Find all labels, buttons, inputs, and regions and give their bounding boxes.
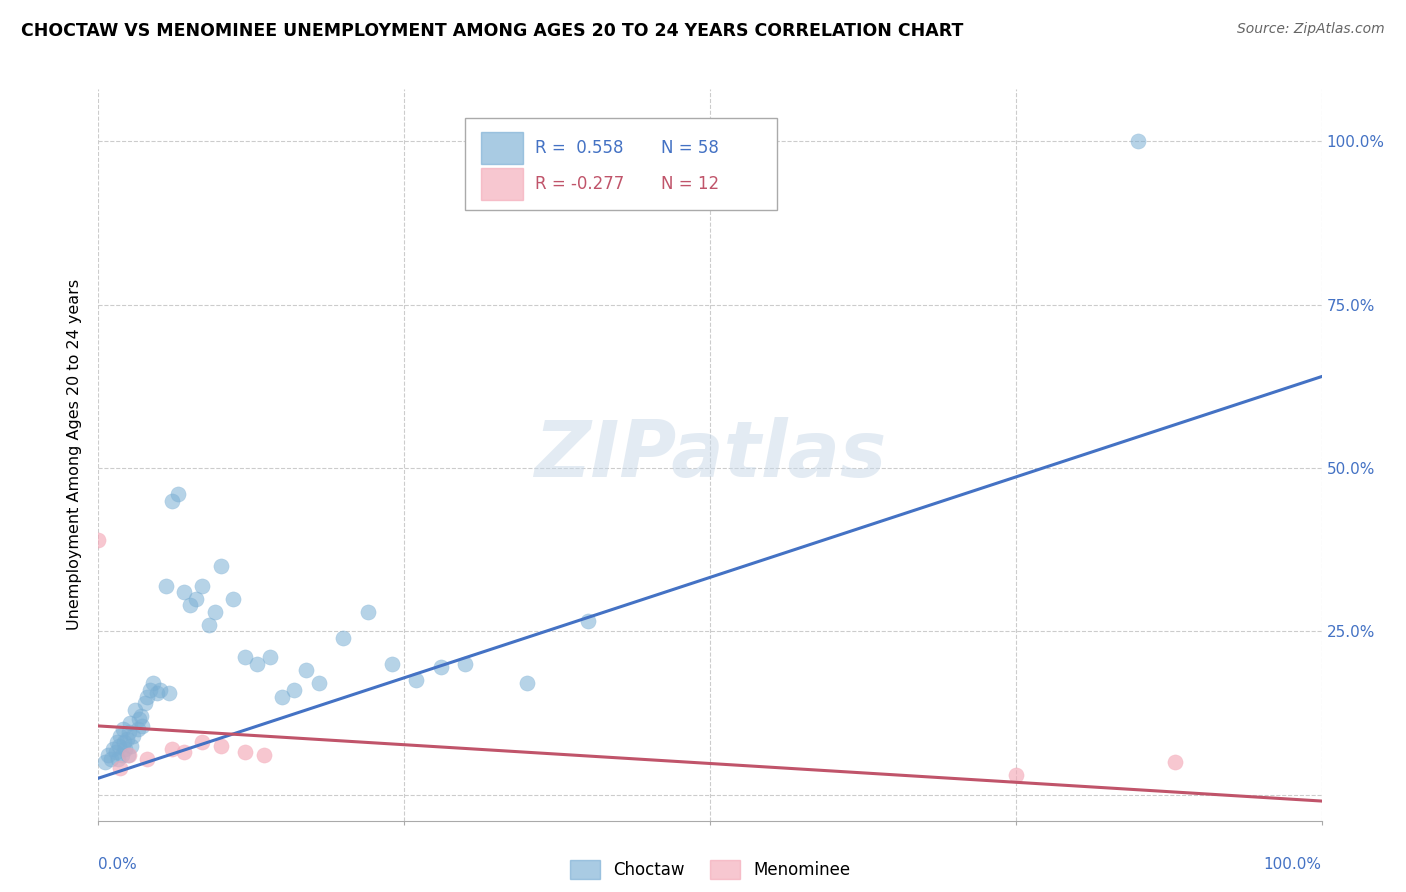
Legend: Choctaw, Menominee: Choctaw, Menominee	[564, 853, 856, 886]
Point	[129, 709, 152, 723]
Point	[93, 755, 115, 769]
Point	[117, 748, 139, 763]
Text: CHOCTAW VS MENOMINEE UNEMPLOYMENT AMONG AGES 20 TO 24 YEARS CORRELATION CHART: CHOCTAW VS MENOMINEE UNEMPLOYMENT AMONG …	[21, 22, 963, 40]
Point	[233, 650, 256, 665]
Point	[454, 657, 477, 671]
Point	[146, 686, 169, 700]
Point	[108, 739, 131, 753]
Point	[1004, 768, 1026, 782]
Point	[209, 558, 232, 573]
Point	[118, 725, 141, 739]
Text: N = 58: N = 58	[661, 139, 718, 157]
Point	[131, 719, 153, 733]
Point	[246, 657, 269, 671]
Point	[295, 664, 318, 678]
Point	[515, 676, 537, 690]
Point	[576, 615, 599, 629]
FancyBboxPatch shape	[481, 169, 523, 201]
Point	[136, 751, 159, 765]
Point	[191, 735, 214, 749]
Point	[167, 487, 190, 501]
Point	[430, 660, 453, 674]
Point	[111, 748, 134, 763]
Point	[155, 578, 177, 592]
FancyBboxPatch shape	[465, 119, 778, 210]
Point	[134, 696, 156, 710]
Point	[259, 650, 281, 665]
Point	[356, 605, 378, 619]
Point	[118, 748, 141, 763]
Point	[97, 748, 120, 763]
Point	[111, 723, 134, 737]
Point	[114, 741, 136, 756]
Point	[173, 745, 195, 759]
Text: 0.0%: 0.0%	[98, 856, 138, 871]
Point	[186, 591, 208, 606]
Point	[381, 657, 404, 671]
Point	[142, 676, 165, 690]
Point	[270, 690, 294, 704]
Text: ZIPatlas: ZIPatlas	[534, 417, 886, 493]
Point	[128, 713, 150, 727]
Point	[120, 739, 142, 753]
Text: Source: ZipAtlas.com: Source: ZipAtlas.com	[1237, 22, 1385, 37]
FancyBboxPatch shape	[481, 132, 523, 164]
Point	[233, 745, 256, 759]
Point	[112, 735, 135, 749]
Point	[405, 673, 427, 688]
Point	[115, 731, 138, 746]
Point	[191, 578, 214, 592]
Point	[204, 605, 226, 619]
Point	[127, 723, 149, 737]
Point	[252, 748, 274, 763]
Point	[100, 751, 122, 765]
Point	[308, 676, 330, 690]
Point	[136, 690, 159, 704]
Point	[157, 686, 180, 700]
Point	[179, 598, 201, 612]
Point	[139, 683, 162, 698]
Point	[110, 729, 132, 743]
Point	[283, 683, 305, 698]
Point	[121, 729, 143, 743]
Point	[149, 683, 172, 698]
Point	[222, 591, 245, 606]
Point	[110, 761, 132, 775]
Point	[124, 703, 146, 717]
Point	[120, 715, 142, 730]
Point	[104, 745, 127, 759]
Y-axis label: Unemployment Among Ages 20 to 24 years: Unemployment Among Ages 20 to 24 years	[67, 279, 83, 631]
Point	[87, 533, 110, 547]
Point	[105, 735, 128, 749]
Point	[197, 617, 219, 632]
Point	[160, 493, 183, 508]
Point	[1128, 135, 1150, 149]
Point	[107, 751, 129, 765]
Point	[160, 741, 183, 756]
Text: R = -0.277: R = -0.277	[536, 176, 624, 194]
Point	[332, 631, 354, 645]
Point	[209, 739, 232, 753]
Text: 100.0%: 100.0%	[1264, 856, 1322, 871]
Point	[1164, 755, 1187, 769]
Point	[173, 585, 195, 599]
Text: R =  0.558: R = 0.558	[536, 139, 624, 157]
Point	[101, 741, 124, 756]
Text: N = 12: N = 12	[661, 176, 720, 194]
